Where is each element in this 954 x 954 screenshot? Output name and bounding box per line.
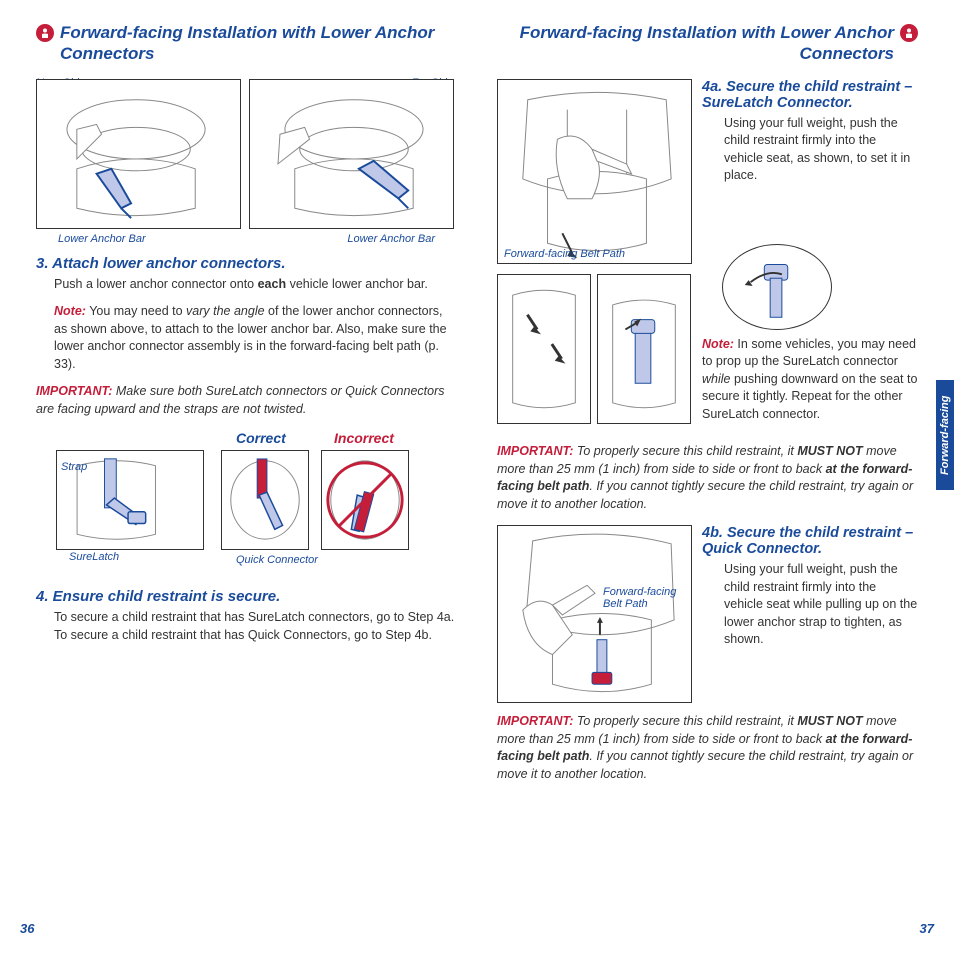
step4a-illustration: Forward-facing Belt Path bbox=[497, 79, 692, 264]
step4a-detail1 bbox=[497, 274, 591, 424]
step3-note-b: vary the angle bbox=[186, 304, 265, 318]
correct-label: Correct bbox=[236, 430, 286, 446]
step3-p1c: vehicle lower anchor bar. bbox=[286, 277, 428, 291]
step3-para1: Push a lower anchor connector onto each … bbox=[54, 276, 457, 294]
incorrect-label: Incorrect bbox=[334, 430, 394, 446]
lower-anchor-label-1: Lower Anchor Bar bbox=[58, 233, 146, 245]
top-diagram-row: Near Side Far Side bbox=[36, 79, 457, 245]
step3-p1a: Push a lower anchor connector onto bbox=[54, 277, 258, 291]
important4b: IMPORTANT: To properly secure this child… bbox=[497, 713, 918, 783]
imp4b-label: IMPORTANT: bbox=[497, 714, 573, 728]
important1-label: IMPORTANT: bbox=[36, 384, 112, 398]
belt-path-label-4a: Forward-facing Belt Path bbox=[504, 248, 625, 260]
imp4a-label: IMPORTANT: bbox=[497, 444, 573, 458]
strap-illustration: Strap SureLatch bbox=[56, 450, 204, 550]
imp4a-a: To properly secure this child restraint,… bbox=[573, 444, 797, 458]
page-left: Forward-facing Installation with Lower A… bbox=[0, 0, 477, 954]
surelatch-label: SureLatch bbox=[69, 551, 119, 563]
lower-anchor-label-2: Lower Anchor Bar bbox=[347, 233, 435, 245]
correct-illustration bbox=[221, 450, 309, 550]
step4b-text: Using your full weight, push the child r… bbox=[724, 561, 918, 649]
step4a-note-section: Note: In some vehicles, you may need to … bbox=[497, 274, 918, 434]
left-title: Forward-facing Installation with Lower A… bbox=[60, 22, 457, 65]
step3-heading: 3. Attach lower anchor connectors. bbox=[36, 255, 457, 272]
incorrect-illustration bbox=[321, 450, 409, 550]
step4b-section: Forward-facing Belt Path 4b. Secure the … bbox=[497, 525, 918, 703]
important1: IMPORTANT: Make sure both SureLatch conn… bbox=[36, 383, 457, 418]
step3-note-a: You may need to bbox=[86, 304, 186, 318]
imp4a-b: MUST NOT bbox=[797, 444, 862, 458]
step4-heading: 4. Ensure child restraint is secure. bbox=[36, 588, 457, 605]
left-header: Forward-facing Installation with Lower A… bbox=[36, 22, 457, 65]
page-num-left: 36 bbox=[20, 921, 34, 936]
note4a-label: Note: bbox=[702, 337, 734, 351]
belt-path-label-4b: Forward-facing Belt Path bbox=[603, 586, 683, 610]
important4a: IMPORTANT: To properly secure this child… bbox=[497, 443, 918, 513]
step4a-note: Note: In some vehicles, you may need to … bbox=[702, 336, 918, 424]
imp4b-b: MUST NOT bbox=[797, 714, 862, 728]
baby-icon bbox=[900, 24, 918, 42]
step3-note: Note: You may need to vary the angle of … bbox=[54, 303, 457, 373]
step4a-heading: 4a. Secure the child restraint – SureLat… bbox=[702, 79, 918, 111]
correct-incorrect-row: Correct Incorrect Strap SureLatch bbox=[36, 430, 457, 570]
step4a-section: Forward-facing Belt Path 4a. Secure the … bbox=[497, 79, 918, 264]
near-side-illustration bbox=[36, 79, 241, 229]
step4a-oval-detail bbox=[722, 244, 832, 330]
note4a-b: while bbox=[702, 372, 731, 386]
baby-icon bbox=[36, 24, 54, 42]
step3-p1b: each bbox=[258, 277, 287, 291]
quick-connector-label: Quick Connector bbox=[236, 554, 318, 566]
step3-note-label: Note: bbox=[54, 304, 86, 318]
note4a-c: pushing downward on the seat to secure i… bbox=[702, 372, 917, 421]
step4a-text: Using your full weight, push the child r… bbox=[724, 115, 918, 185]
imp4b-a: To properly secure this child restraint,… bbox=[573, 714, 797, 728]
far-side-illustration bbox=[249, 79, 454, 229]
step4-text: To secure a child restraint that has Sur… bbox=[54, 609, 457, 644]
step4b-illustration: Forward-facing Belt Path bbox=[497, 525, 692, 703]
right-title: Forward-facing Installation with Lower A… bbox=[497, 22, 894, 65]
step4b-heading: 4b. Secure the child restraint – Quick C… bbox=[702, 525, 918, 557]
right-header: Forward-facing Installation with Lower A… bbox=[497, 22, 918, 65]
side-tab: Forward-facing bbox=[936, 380, 954, 490]
step4a-detail2 bbox=[597, 274, 691, 424]
note4a-a: In some vehicles, you may need to prop u… bbox=[702, 337, 916, 369]
strap-label: Strap bbox=[61, 461, 87, 473]
page-num-right: 37 bbox=[920, 921, 934, 936]
page-right: Forward-facing Installation with Lower A… bbox=[477, 0, 954, 954]
